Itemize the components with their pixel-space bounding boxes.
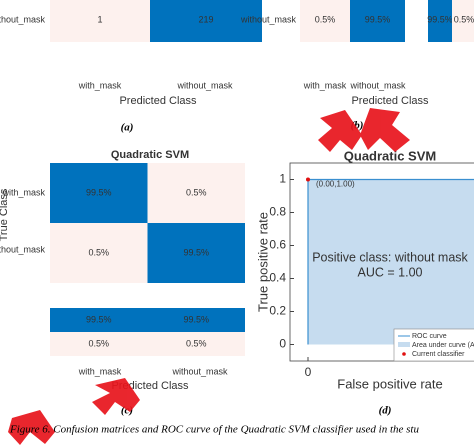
x-label: without_mask — [171, 366, 228, 376]
matrix-cell — [50, 163, 148, 223]
y-tick-label: 0 — [279, 337, 286, 351]
watermark-shape — [8, 410, 55, 445]
plot-area — [306, 177, 474, 345]
x-label: without_mask — [176, 80, 233, 90]
matrix-cell — [147, 163, 245, 223]
axis-title: Predicted Class — [119, 95, 197, 107]
x-label: without_mask — [349, 80, 406, 90]
x-label: with_mask — [78, 366, 122, 376]
axis-title: True Class — [0, 188, 10, 241]
matrix-cell — [50, 308, 148, 332]
cell-value: 99.5% — [86, 314, 112, 324]
row-label: with_mask — [1, 187, 45, 197]
cell-value: 99.5% — [365, 14, 391, 24]
x-tick-label: 0 — [305, 365, 312, 379]
row-label: without_mask — [0, 244, 45, 254]
watermark — [8, 108, 410, 445]
current-classifier — [306, 177, 310, 182]
x-label: with_mask — [78, 80, 122, 90]
cell-value: 99.5% — [183, 247, 209, 257]
matrix-cell — [428, 0, 452, 42]
legend-entry: Area under curve (A — [412, 342, 474, 349]
matrix-cell — [452, 0, 474, 42]
matrix-cell — [147, 332, 245, 356]
cell-value: 0.5% — [88, 247, 109, 257]
legend-swatch — [398, 342, 410, 347]
cell-value: 99.5% — [427, 14, 453, 24]
panel-title: Quadratic SVM — [111, 149, 189, 161]
cell-value: 0.5% — [88, 338, 109, 348]
cell-value: 0.5% — [454, 14, 474, 24]
figure-caption: Figure 6. Confusion matrices and ROC cur… — [9, 424, 419, 436]
point-label: (0.00,1.00) — [316, 180, 355, 189]
cell-value: 0.5% — [315, 14, 336, 24]
legend-entry: Current classifier — [412, 351, 465, 358]
cell-value: 99.5% — [86, 187, 112, 197]
annotation: AUC = 1.00 — [358, 265, 423, 279]
matrix-cell — [300, 0, 350, 42]
matrix-cell — [50, 0, 150, 42]
panel-title: Quadratic SVM — [344, 148, 436, 163]
panels: 1219without_maskwith_maskwithout_maskPre… — [0, 0, 474, 417]
cell-value: 0.5% — [186, 338, 207, 348]
cell-value: 0.5% — [186, 187, 207, 197]
cell-value: 219 — [198, 14, 213, 24]
matrix-cell — [50, 332, 148, 356]
matrix-cell — [350, 0, 405, 42]
row-label: without_mask — [0, 14, 45, 24]
cell-value: 99.5% — [183, 314, 209, 324]
panel-caption: (a) — [121, 122, 134, 134]
axis-title: False positive rate — [337, 376, 443, 391]
y-tick-label: 0.8 — [269, 205, 286, 219]
y-tick-label: 0.2 — [269, 304, 286, 318]
auc-area — [308, 179, 474, 345]
y-tick-label: 1 — [279, 172, 286, 186]
x-label: with_mask — [303, 80, 347, 90]
panel-caption: (d) — [379, 405, 392, 417]
y-tick-label: 0.6 — [269, 238, 286, 252]
cell-value: 1 — [97, 14, 102, 24]
annotation: Positive class: without mask — [312, 250, 468, 264]
matrix-cell — [150, 0, 262, 42]
matrix-cell — [147, 308, 245, 332]
legend-entry: ROC curve — [412, 333, 447, 340]
axis-title: True positive rate — [255, 212, 270, 312]
y-tick-label: 0.4 — [269, 271, 286, 285]
matrix-cell — [50, 223, 148, 283]
axis-title: Predicted Class — [351, 95, 429, 107]
legend-swatch — [402, 352, 406, 356]
axes-box — [289, 162, 474, 362]
row-label: without_mask — [240, 14, 297, 24]
watermark-shape — [92, 378, 140, 415]
watermark-shape — [318, 110, 362, 152]
watermark-shape — [360, 108, 410, 152]
matrix-cell — [147, 223, 245, 283]
